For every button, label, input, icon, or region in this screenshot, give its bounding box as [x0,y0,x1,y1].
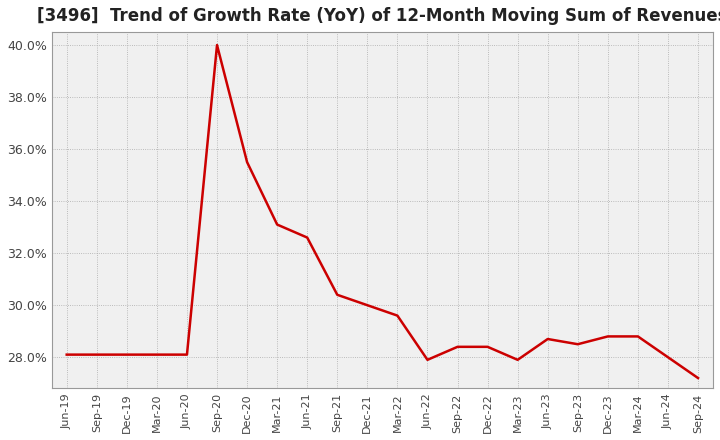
Title: [3496]  Trend of Growth Rate (YoY) of 12-Month Moving Sum of Revenues: [3496] Trend of Growth Rate (YoY) of 12-… [37,7,720,25]
